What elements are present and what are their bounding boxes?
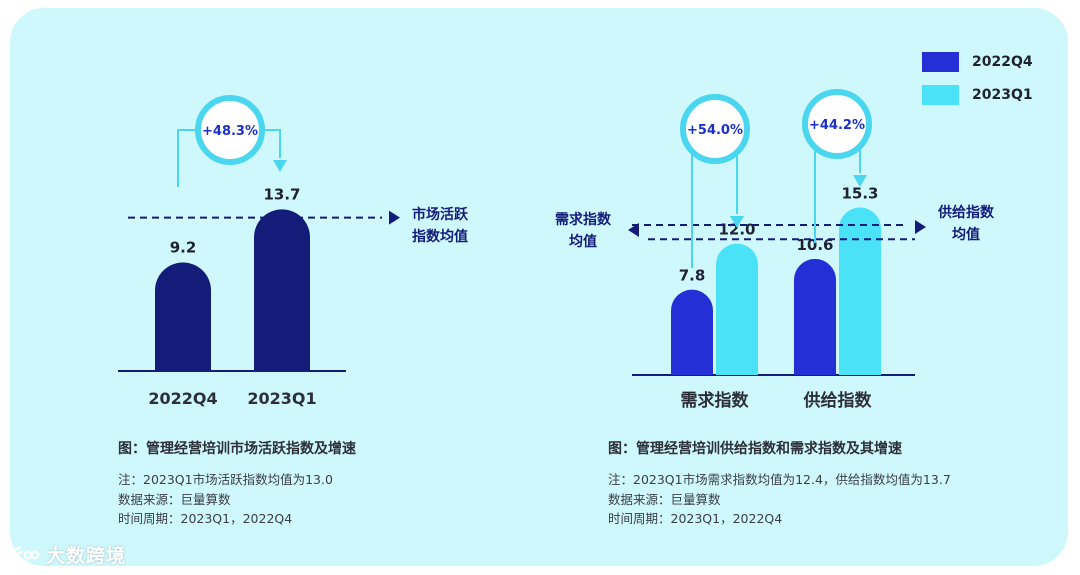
right-supply-average-label-line1: 供给指数 [937,204,995,221]
right-demand-average-marker [628,222,639,237]
left-chart-notes: 注：2023Q1市场活跃指数均值为13.0 数据来源：巨量算数 时间周期：202… [118,470,333,529]
left-growth-ring [195,95,265,165]
left-source-line: 数据来源：巨量算数 [118,491,231,507]
right-chart-notes: 注：2023Q1市场需求指数均值为12.4，供给指数均值为13.7 数据来源：巨… [608,470,951,529]
right-growth-ring-demand [680,94,750,164]
watermark: 大数跨境 [10,541,126,568]
left-bar-2022Q4 [155,262,211,371]
left-bar-2023Q1 [254,209,310,371]
left-period-line: 时间周期：2023Q1，2022Q4 [118,511,293,526]
legend-label-2022q4: 2022Q4 [972,54,1033,70]
right-growth-label-demand: +54.0% [687,123,743,138]
right-source-line: 数据来源：巨量算数 [608,491,721,507]
right-chart-title: 图：管理经营培训供给指数和需求指数及其增速 [608,441,902,457]
right-supply-average-label-line2: 均值 [952,226,980,243]
right-demand-average-label-line1: 需求指数 [555,211,612,228]
right-growth-label-supply: +44.2% [809,118,865,133]
right-growth-arrow-supply [853,175,867,187]
legend-label-2023q1: 2023Q1 [972,87,1033,103]
right-category-label-1: 供给指数 [803,390,873,411]
right-value-label-供给指数-2022Q4: 10.6 [796,236,833,254]
right-period-line: 时间周期：2023Q1，2022Q4 [608,511,783,526]
left-growth-arrow [273,160,287,172]
right-bar-供给指数-2022Q4 [794,258,836,375]
left-value-label-2023Q1: 13.7 [263,185,300,203]
left-category-label-2022Q4: 2022Q4 [148,389,217,408]
legend-item-2023q1: 2023Q1 [922,83,1033,107]
right-bar-需求指数-2022Q4 [671,289,713,375]
legend: 2022Q4 2023Q1 [922,50,1033,116]
right-supply-average-marker [915,219,926,234]
legend-item-2022q4: 2022Q4 [922,50,1033,74]
left-average-label-line1: 市场活跃 [412,206,469,223]
right-note-line: 注：2023Q1市场需求指数均值为12.4，供给指数均值为13.7 [608,472,951,487]
watermark-text: 大数跨境 [46,545,127,567]
right-value-label-供给指数-2023Q1: 15.3 [841,184,878,202]
right-demand-average-label-line2: 均值 [569,233,597,250]
legend-swatch-2022q4 [922,52,959,72]
right-growth-ring-supply [802,89,872,159]
right-bar-需求指数-2023Q1 [716,243,758,375]
left-average-label-line2: 指数均值 [412,228,468,245]
left-value-label-2022Q4: 9.2 [170,238,197,256]
left-note-line: 注：2023Q1市场活跃指数均值为13.0 [118,472,333,487]
legend-swatch-2023q1 [922,85,959,105]
right-value-label-需求指数-2022Q4: 7.8 [679,267,706,285]
left-growth-connector-start [177,129,195,187]
left-average-marker [389,210,400,225]
right-growth-arrow-demand [730,216,744,228]
left-category-label-2023Q1: 2023Q1 [247,389,316,408]
left-growth-label: +48.3% [202,124,258,139]
right-category-label-0: 需求指数 [681,390,750,411]
left-chart-title: 图：管理经营培训市场活跃指数及增速 [118,441,356,457]
right-bar-供给指数-2023Q1 [839,207,881,375]
left-growth-connector-end [265,129,281,158]
watermark-logo-icon [11,546,40,563]
